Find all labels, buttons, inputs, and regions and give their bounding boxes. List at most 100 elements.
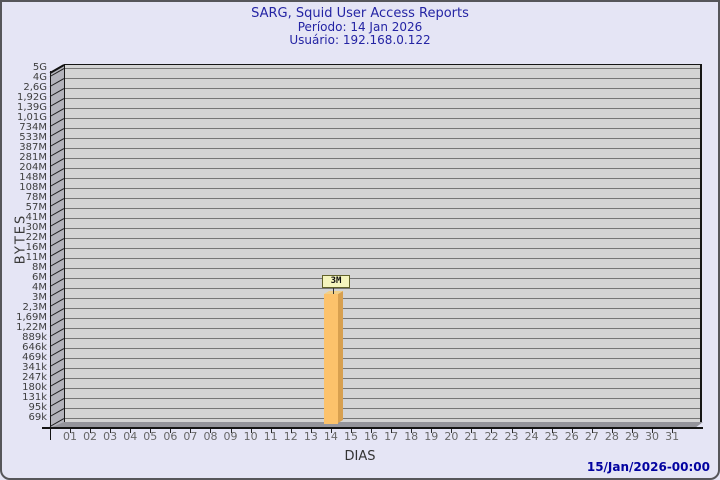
y-axis-tick-label: 148M <box>19 172 47 183</box>
x-axis-tick-label: 06 <box>163 430 178 443</box>
x-axis-tick <box>511 429 513 433</box>
x-axis-tick <box>170 429 172 433</box>
gridline <box>65 228 700 229</box>
x-axis-tick <box>631 429 633 433</box>
gridline <box>65 168 700 169</box>
x-axis-tick-label: 14 <box>323 430 338 443</box>
x-axis-tick <box>90 429 92 433</box>
x-axis-tick-label: 24 <box>524 430 539 443</box>
gridline <box>65 238 700 239</box>
x-axis-tick-label: 07 <box>183 430 198 443</box>
gridline <box>65 398 700 399</box>
x-axis-tick-label: 09 <box>223 430 238 443</box>
x-axis-tick-label: 15 <box>343 430 358 443</box>
x-axis-tick <box>150 429 152 433</box>
gridline <box>65 368 700 369</box>
x-axis-tick-label: 27 <box>584 430 599 443</box>
x-axis-tick <box>70 429 71 433</box>
bar-day-14 <box>324 294 338 424</box>
y-axis-tick-label: 69k <box>28 412 47 423</box>
y-axis-tick-label: 95k <box>28 402 47 413</box>
x-axis-tick-label: 31 <box>665 430 680 443</box>
y-axis-tick-label: 3M <box>32 292 47 303</box>
gridline <box>65 408 700 409</box>
x-axis-tick-label: 25 <box>544 430 559 443</box>
x-axis-tick-label: 18 <box>404 430 419 443</box>
gridline <box>65 318 700 319</box>
y-axis-tick-label: 57M <box>25 202 47 213</box>
plot-area <box>64 64 702 422</box>
x-axis-tick-label: 30 <box>645 430 660 443</box>
gridline <box>65 138 700 139</box>
y-axis-tick-label: 1,01G <box>16 112 47 123</box>
chart-3d-floor <box>50 422 703 428</box>
gridline <box>65 378 700 379</box>
y-axis-tick-label: 1,22M <box>16 322 47 333</box>
y-axis-tick-label: 22M <box>25 232 47 243</box>
y-axis-tick-label: 11M <box>25 252 47 263</box>
x-axis-tick <box>551 429 553 433</box>
gridline <box>65 118 700 119</box>
bar-value-label: 3M <box>322 275 350 288</box>
y-axis-tick-label: 131k <box>22 392 47 403</box>
gridline <box>65 68 700 69</box>
gridline <box>65 108 700 109</box>
x-axis-tick <box>411 429 413 433</box>
gridline <box>65 88 700 89</box>
y-axis-tick-label: 108M <box>19 182 47 193</box>
chart-subtitle-period: Período: 14 Jan 2026 <box>297 20 423 34</box>
y-axis-tick-label: 78M <box>25 192 47 203</box>
x-axis-tick-label: 21 <box>464 430 479 443</box>
gridline <box>65 198 700 199</box>
x-axis-tick-label: 20 <box>444 430 459 443</box>
x-axis-tick <box>391 429 393 433</box>
gridline <box>65 248 700 249</box>
y-axis-tick-label: 889k <box>22 332 47 343</box>
gridline <box>65 288 700 289</box>
y-axis-tick-label: 341k <box>22 362 47 373</box>
x-axis-tick <box>571 429 573 433</box>
x-axis-tick <box>471 429 473 433</box>
gridline <box>65 208 700 209</box>
bar-side-face <box>338 291 343 423</box>
x-axis-tick-label: 13 <box>303 430 318 443</box>
y-axis-tick-label: 469k <box>22 352 47 363</box>
gridline <box>65 358 700 359</box>
y-axis-tick-label: 180k <box>22 382 47 393</box>
x-axis-tick-label: 28 <box>604 430 619 443</box>
x-axis-tick <box>190 429 192 433</box>
y-axis-tick-label: 41M <box>25 212 47 223</box>
x-axis-tick-label: 02 <box>83 430 98 443</box>
chart-header: SARG, Squid User Access Reports Período:… <box>2 7 718 47</box>
x-axis-tick <box>330 429 332 433</box>
x-axis-tick-label: 16 <box>364 430 379 443</box>
x-axis-tick <box>371 429 373 433</box>
gridline <box>65 308 700 309</box>
y-axis-tick-label: 5G <box>32 62 47 73</box>
gridline <box>65 128 700 129</box>
x-axis-tick-label: 17 <box>384 430 399 443</box>
y-axis-tick-label: 1,69M <box>16 312 47 323</box>
x-axis-tick <box>310 429 312 433</box>
x-axis-tick-label: 05 <box>143 430 158 443</box>
x-axis-tick <box>130 429 132 433</box>
x-axis-tick-label: 12 <box>283 430 298 443</box>
x-axis-tick <box>110 429 112 433</box>
y-axis-tick-label: 247k <box>22 372 47 383</box>
gridline <box>65 148 700 149</box>
y-axis-tick-label: 387M <box>19 142 47 153</box>
chart-subtitle-user: Usuário: 192.168.0.122 <box>289 33 431 47</box>
x-axis-tick-label: 29 <box>624 430 639 443</box>
x-axis-tick <box>611 429 613 433</box>
gridline <box>65 348 700 349</box>
x-axis-tick <box>451 429 453 433</box>
gridline <box>65 338 700 339</box>
x-axis-tick <box>531 429 533 433</box>
gridline <box>65 158 700 159</box>
gridline <box>65 418 700 419</box>
x-axis-tick <box>210 429 212 433</box>
gridline <box>65 268 700 269</box>
y-axis-tick-label: 1,92G <box>16 92 47 103</box>
x-axis-tick-label: 11 <box>263 430 278 443</box>
